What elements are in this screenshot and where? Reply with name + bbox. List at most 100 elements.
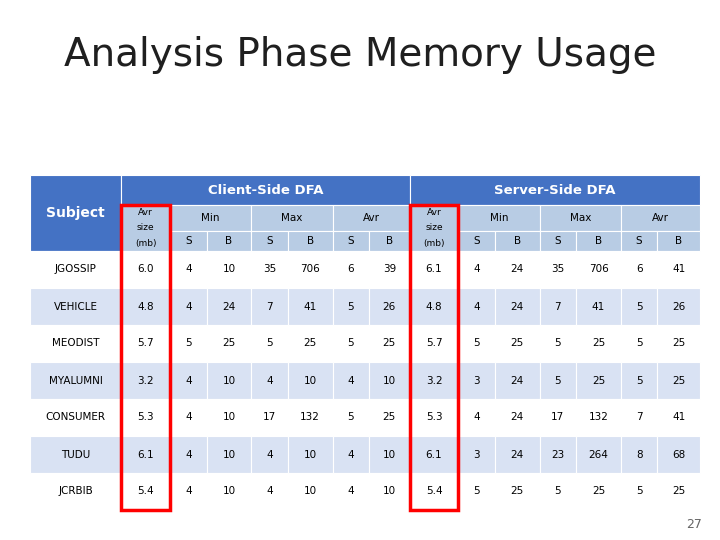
Text: MEODIST: MEODIST	[52, 339, 99, 348]
Bar	[459, 325, 495, 362]
Text: 4: 4	[348, 449, 354, 460]
Text: S: S	[473, 236, 480, 246]
Text: 26: 26	[672, 301, 685, 312]
Bar	[333, 251, 369, 288]
Bar	[621, 288, 657, 325]
Bar	[621, 251, 657, 288]
Text: 25: 25	[672, 375, 685, 386]
Text: 8: 8	[636, 449, 642, 460]
Text: CONSUMER: CONSUMER	[45, 413, 106, 422]
Bar	[410, 205, 459, 251]
Bar	[207, 473, 251, 510]
Text: MYALUMNI: MYALUMNI	[49, 375, 103, 386]
Bar	[288, 231, 333, 251]
Text: (mb): (mb)	[135, 239, 156, 248]
Bar	[495, 399, 539, 436]
Bar	[539, 399, 576, 436]
Bar	[207, 362, 251, 399]
Text: 24: 24	[510, 449, 524, 460]
Text: 5.4: 5.4	[426, 487, 442, 496]
Text: 6: 6	[348, 265, 354, 274]
Bar	[657, 325, 700, 362]
Bar	[369, 362, 410, 399]
Bar	[621, 325, 657, 362]
Bar	[30, 399, 122, 436]
Text: 10: 10	[222, 375, 235, 386]
Bar	[122, 205, 170, 251]
Text: 6.1: 6.1	[426, 265, 442, 274]
Bar	[251, 251, 288, 288]
Bar	[170, 325, 207, 362]
Text: 5.4: 5.4	[138, 487, 154, 496]
Text: 4: 4	[348, 375, 354, 386]
Bar	[459, 436, 495, 473]
Text: 6.1: 6.1	[138, 449, 154, 460]
Bar	[30, 251, 122, 288]
Bar	[410, 362, 459, 399]
Text: 3: 3	[473, 449, 480, 460]
Bar	[170, 436, 207, 473]
Bar	[459, 288, 495, 325]
Bar	[170, 231, 207, 251]
Bar	[410, 436, 459, 473]
Bar	[657, 288, 700, 325]
Bar	[288, 288, 333, 325]
Text: 25: 25	[383, 339, 396, 348]
Bar	[576, 325, 621, 362]
Text: 5: 5	[554, 487, 561, 496]
Bar	[459, 362, 495, 399]
Bar	[122, 436, 170, 473]
Bar	[657, 362, 700, 399]
Bar	[459, 231, 495, 251]
Bar	[495, 473, 539, 510]
Text: Min: Min	[490, 213, 508, 223]
Text: 5.3: 5.3	[138, 413, 154, 422]
Bar	[30, 436, 122, 473]
Bar	[30, 288, 122, 325]
Text: JGOSSIP: JGOSSIP	[55, 265, 96, 274]
Text: 3.2: 3.2	[426, 375, 442, 386]
Text: 68: 68	[672, 449, 685, 460]
Bar	[539, 288, 576, 325]
Bar	[333, 473, 369, 510]
Bar	[369, 231, 410, 251]
Bar	[539, 231, 576, 251]
Bar	[251, 325, 288, 362]
Text: 5.7: 5.7	[138, 339, 154, 348]
Bar	[30, 362, 122, 399]
Text: 7: 7	[554, 301, 561, 312]
Bar	[207, 399, 251, 436]
Text: 5: 5	[554, 375, 561, 386]
Text: 24: 24	[222, 301, 235, 312]
Text: 5: 5	[473, 487, 480, 496]
Text: 17: 17	[552, 413, 564, 422]
Text: B: B	[595, 236, 602, 246]
Bar	[170, 362, 207, 399]
Text: 10: 10	[222, 413, 235, 422]
Text: 4: 4	[266, 487, 273, 496]
Text: 5: 5	[266, 339, 273, 348]
Text: Min: Min	[202, 213, 220, 223]
Text: 5: 5	[636, 301, 642, 312]
Text: 25: 25	[510, 487, 524, 496]
Bar	[170, 473, 207, 510]
Text: 27: 27	[686, 517, 702, 530]
Bar	[251, 288, 288, 325]
Bar	[657, 436, 700, 473]
Bar	[122, 325, 170, 362]
Bar	[621, 205, 700, 231]
Text: Max: Max	[570, 213, 591, 223]
Bar	[576, 399, 621, 436]
Bar	[621, 399, 657, 436]
Bar	[251, 205, 333, 231]
Text: TUDU: TUDU	[61, 449, 90, 460]
Bar	[657, 399, 700, 436]
Text: Server-Side DFA: Server-Side DFA	[494, 184, 616, 197]
Text: 6.1: 6.1	[426, 449, 442, 460]
Bar	[410, 251, 459, 288]
Bar	[288, 436, 333, 473]
Bar	[410, 205, 459, 510]
Bar	[170, 251, 207, 288]
Bar	[207, 251, 251, 288]
Text: VEHICLE: VEHICLE	[54, 301, 98, 312]
